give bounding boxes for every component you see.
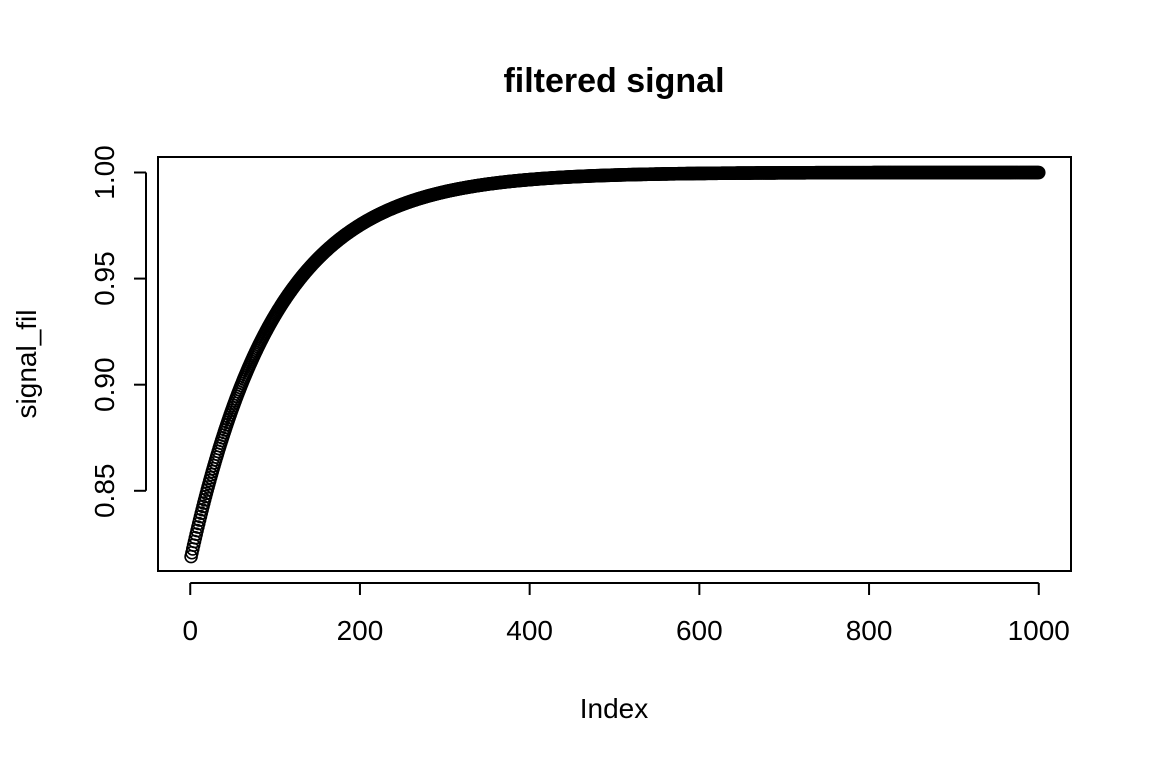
- y-tick-label: 1.00: [89, 145, 120, 200]
- y-tick-label: 0.85: [89, 464, 120, 519]
- chart-title: filtered signal: [503, 62, 724, 100]
- x-tick-label: 600: [676, 615, 723, 646]
- y-axis-label: signal_fil: [11, 310, 42, 419]
- x-tick-label: 800: [846, 615, 893, 646]
- y-tick-label: 0.95: [89, 251, 120, 306]
- y-axis: 0.85 0.90 0.95 1.00: [89, 145, 147, 519]
- x-axis: 0 200 400 600 800 1000: [182, 582, 1070, 646]
- data-points: [184, 165, 1046, 564]
- x-tick-label: 400: [506, 615, 553, 646]
- x-tick-label: 1000: [1008, 615, 1070, 646]
- x-tick-label: 200: [337, 615, 384, 646]
- plot-area-frame: [157, 156, 1072, 572]
- data-point: [1031, 165, 1046, 180]
- y-tick-label: 0.90: [89, 357, 120, 412]
- x-tick-label: 0: [182, 615, 198, 646]
- x-axis-label: Index: [580, 693, 649, 724]
